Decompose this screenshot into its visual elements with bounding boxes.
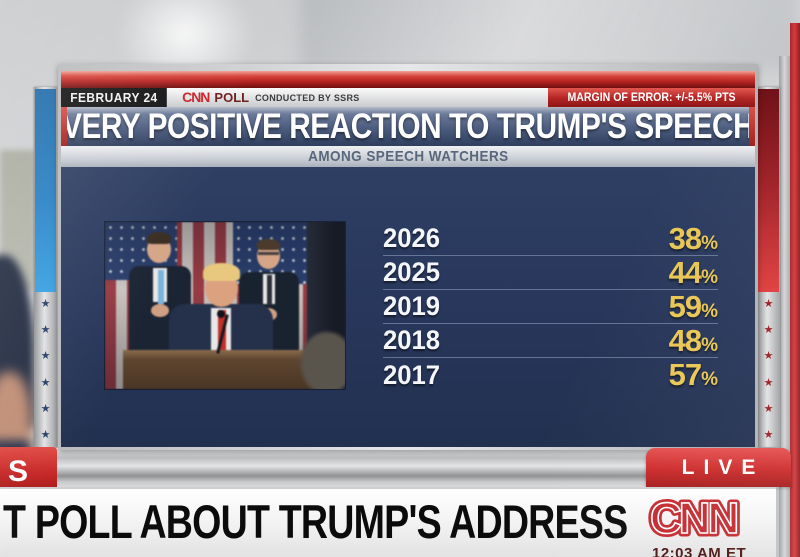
star-icon: ★: [40, 402, 51, 415]
table-row: 2017 57%: [383, 357, 718, 392]
blue-stars-column: ★ ★ ★ ★ ★ ★: [34, 299, 57, 441]
row-year: 2026: [383, 223, 441, 253]
speech-photo-scene: [105, 222, 345, 389]
left-flag-column: ★ ★ ★ ★ ★ ★: [34, 87, 57, 447]
vance-hands: [151, 304, 169, 317]
red-bar: [758, 89, 779, 292]
star-icon: ★: [763, 298, 774, 310]
table-row: 2018 48%: [383, 322, 718, 358]
podium: [123, 350, 319, 389]
margin-of-error-text: MARGIN OF ERROR: +/-5.5% PTS: [567, 90, 736, 104]
title-left-red-edge: [61, 107, 67, 146]
poll-info-bar: FEBRUARY 24 CNN POLL CONDUCTED BY SSRS M…: [61, 88, 755, 107]
star-icon: ★: [40, 376, 51, 389]
johnson-hair: [257, 239, 280, 250]
star-icon: ★: [40, 298, 51, 310]
poll-data-panel: 2026 38% 2025 44% 2019 59% 2018 48% 2017…: [61, 167, 755, 447]
svg-text:CNN: CNN: [650, 494, 737, 543]
star-icon: ★: [40, 324, 51, 337]
vance-tie: [158, 270, 164, 304]
top-red-strip: [61, 71, 755, 88]
chyron-bar: T POLL ABOUT TRUMP'S ADDRESS CNN CNN 12:…: [0, 487, 776, 557]
star-icon: ★: [763, 402, 774, 415]
johnson-glasses: [258, 252, 279, 255]
johnson-tie: [267, 275, 272, 305]
left-partial-badge-text: S: [8, 455, 29, 488]
row-percentage: 44%: [668, 254, 718, 290]
poll-subtitle-bar: AMONG SPEECH WATCHERS: [61, 146, 755, 167]
trump-hair: [203, 263, 240, 281]
right-edge-silver-strip: [779, 56, 790, 557]
poll-label: POLL: [214, 90, 250, 105]
table-row: 2026 38%: [383, 220, 718, 256]
right-flag-column: ★ ★ ★ ★ ★ ★: [757, 87, 780, 447]
studio-background-blur: [300, 0, 800, 70]
star-icon: ★: [763, 350, 774, 363]
audience-head-silhouette: [301, 332, 345, 389]
chyron-timestamp: 12:03 AM ET: [652, 545, 747, 557]
star-icon: ★: [40, 428, 51, 441]
svg-text:CNN: CNN: [650, 494, 737, 543]
row-year: 2018: [383, 325, 441, 355]
red-stars-column: ★ ★ ★ ★ ★ ★: [757, 299, 780, 441]
poll-graphic-frame: FEBRUARY 24 CNN POLL CONDUCTED BY SSRS M…: [58, 64, 758, 450]
row-year: 2025: [383, 257, 441, 287]
poll-title-bar: VERY POSITIVE REACTION TO TRUMP'S SPEECH: [61, 107, 755, 146]
live-badge-text: LIVE: [681, 455, 765, 479]
margin-of-error-badge: MARGIN OF ERROR: +/-5.5% PTS: [547, 88, 755, 107]
row-percentage: 59%: [668, 288, 718, 324]
cnn-logo-small: CNN: [182, 89, 210, 105]
cnn-logo: CNN CNN: [647, 491, 744, 546]
table-row: 2019 59%: [383, 288, 718, 324]
poll-subtitle: AMONG SPEECH WATCHERS: [307, 148, 509, 165]
info-bar-spacer: [360, 88, 548, 107]
speech-photo: [105, 222, 345, 389]
blue-bar: [35, 89, 56, 292]
row-percentage: 38%: [668, 220, 718, 256]
poll-date: FEBRUARY 24: [61, 88, 167, 107]
conducted-by-label: CONDUCTED BY SSRS: [255, 93, 360, 103]
live-badge: LIVE: [646, 448, 791, 487]
right-edge-red-strip: [790, 23, 800, 557]
star-icon: ★: [763, 324, 774, 337]
chyron-headline: T POLL ABOUT TRUMP'S ADDRESS: [3, 495, 628, 548]
star-icon: ★: [40, 350, 51, 363]
poll-title: VERY POSITIVE REACTION TO TRUMP'S SPEECH: [61, 107, 755, 146]
title-right-red-edge: [749, 107, 755, 146]
row-percentage: 48%: [668, 322, 718, 358]
row-year: 2019: [383, 291, 441, 321]
poll-results-table: 2026 38% 2025 44% 2019 59% 2018 48% 2017…: [383, 220, 718, 392]
table-row: 2025 44%: [383, 254, 718, 290]
star-icon: ★: [763, 428, 774, 441]
row-year: 2017: [383, 359, 441, 390]
microphone-head: [217, 310, 225, 318]
star-icon: ★: [763, 376, 774, 389]
vance-hair: [147, 232, 171, 244]
row-percentage: 57%: [668, 357, 718, 392]
